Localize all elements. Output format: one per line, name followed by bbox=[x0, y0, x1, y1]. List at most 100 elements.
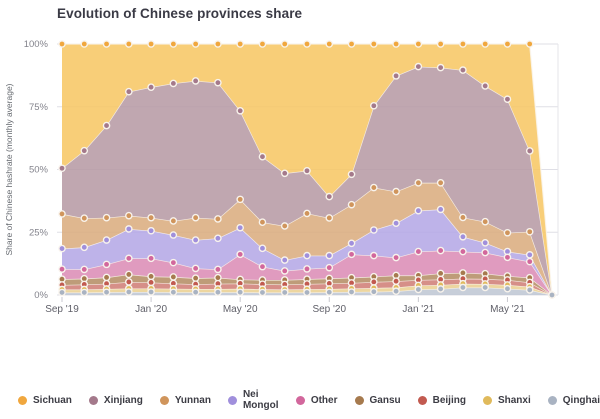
data-point-marker bbox=[392, 187, 400, 196]
data-point-marker bbox=[125, 270, 133, 279]
data-point-marker bbox=[481, 248, 489, 257]
data-point-marker bbox=[147, 288, 155, 296]
legend-label: Sichuan bbox=[33, 394, 72, 406]
chart-title: Evolution of Chinese provinces share bbox=[57, 6, 303, 21]
x-tick-label: Sep '20 bbox=[312, 304, 346, 315]
legend-swatch-icon bbox=[482, 395, 492, 405]
data-point-marker bbox=[147, 226, 155, 235]
series-markers-nei-mongol[interactable] bbox=[58, 205, 556, 299]
data-point-marker bbox=[102, 121, 111, 130]
data-point-marker bbox=[236, 223, 244, 232]
data-point-marker bbox=[325, 40, 334, 48]
legend-item-nei-mongol[interactable]: Nei Mongol bbox=[227, 389, 279, 411]
data-point-marker bbox=[102, 260, 111, 269]
y-tick-label: 75% bbox=[29, 102, 49, 113]
x-tick-label: May '20 bbox=[223, 304, 258, 315]
data-point-marker bbox=[436, 40, 445, 48]
data-point-marker bbox=[191, 236, 200, 244]
series-area-other[interactable] bbox=[62, 250, 552, 295]
data-point-marker bbox=[347, 250, 356, 259]
series-area-xinjiang[interactable] bbox=[62, 66, 552, 295]
legend-item-beijing[interactable]: Beijing bbox=[417, 395, 466, 406]
data-point-marker bbox=[392, 40, 400, 48]
data-point-marker bbox=[280, 288, 289, 297]
stacked-area-chart[interactable]: 0% 25% 50% 75% 100% Share of Chinese hashrate… bbox=[0, 0, 600, 380]
data-point-marker bbox=[414, 40, 423, 48]
data-point-marker bbox=[236, 250, 244, 259]
data-point-marker bbox=[191, 77, 200, 85]
legend-item-qinghai[interactable]: Qinghai bbox=[547, 395, 600, 406]
data-point-marker bbox=[214, 234, 222, 243]
data-point-marker bbox=[125, 288, 133, 296]
data-point-marker bbox=[280, 40, 289, 48]
legend-label: Xinjiang bbox=[103, 394, 143, 406]
data-point-marker bbox=[214, 265, 222, 274]
data-point-marker bbox=[347, 288, 356, 296]
data-point-marker bbox=[459, 40, 467, 48]
data-point-marker bbox=[102, 236, 111, 244]
data-point-marker bbox=[481, 82, 489, 90]
data-point-marker bbox=[347, 200, 356, 209]
legend-item-other[interactable]: Other bbox=[295, 394, 338, 406]
data-point-marker bbox=[214, 40, 222, 48]
legend-item-yunnan[interactable]: Yunnan bbox=[159, 395, 211, 406]
data-point-marker bbox=[303, 288, 311, 297]
data-point-marker bbox=[214, 78, 222, 87]
data-point-marker bbox=[169, 273, 178, 281]
data-point-marker bbox=[102, 273, 111, 282]
data-point-marker bbox=[80, 40, 89, 48]
data-point-marker bbox=[325, 192, 334, 201]
data-point-marker bbox=[214, 288, 222, 297]
data-point-marker bbox=[414, 247, 423, 256]
legend-item-sichuan[interactable]: Sichuan bbox=[18, 395, 72, 406]
data-point-marker bbox=[392, 287, 400, 296]
x-tick-label: Jan '21 bbox=[402, 304, 434, 315]
data-point-marker bbox=[325, 263, 334, 272]
y-tick-label: 100% bbox=[24, 39, 49, 50]
data-point-marker bbox=[80, 146, 89, 155]
data-point-marker bbox=[370, 226, 378, 234]
series-markers-other[interactable] bbox=[58, 246, 556, 299]
legend-swatch-icon bbox=[159, 395, 169, 405]
series-markers-xinjiang[interactable] bbox=[58, 62, 556, 299]
y-tick-label: 50% bbox=[29, 165, 49, 176]
legend-swatch-icon bbox=[18, 395, 27, 405]
data-point-marker bbox=[525, 257, 534, 266]
series-markers-yunnan[interactable] bbox=[58, 179, 556, 299]
x-tick-label: May '21 bbox=[490, 304, 525, 315]
legend-item-shanxi[interactable]: Shanxi bbox=[482, 394, 531, 406]
data-point-marker bbox=[370, 287, 378, 296]
data-point-marker bbox=[147, 40, 155, 48]
data-point-marker bbox=[436, 179, 445, 187]
data-point-marker bbox=[392, 277, 400, 285]
series-area-nei-mongol[interactable] bbox=[62, 209, 552, 295]
data-point-marker bbox=[258, 40, 267, 48]
data-point-marker bbox=[503, 284, 512, 293]
series-markers-qinghai[interactable] bbox=[58, 283, 556, 299]
legend-label: Other bbox=[310, 394, 338, 406]
legend-item-gansu[interactable]: Gansu bbox=[354, 395, 401, 406]
data-point-marker bbox=[436, 246, 445, 255]
data-point-marker bbox=[436, 205, 445, 214]
y-axis-label: Share of Chinese hashrate (monthly avera… bbox=[4, 83, 14, 255]
data-point-marker bbox=[325, 251, 334, 260]
legend-label: Shanxi bbox=[497, 394, 531, 406]
series-markers-sichuan[interactable] bbox=[58, 40, 556, 299]
data-point-marker bbox=[102, 213, 111, 222]
legend-swatch-icon bbox=[227, 395, 237, 405]
data-point-marker bbox=[525, 227, 534, 236]
data-point-marker bbox=[436, 269, 445, 278]
data-point-marker bbox=[191, 213, 200, 222]
data-point-marker bbox=[481, 238, 489, 247]
data-point-marker bbox=[436, 63, 445, 72]
series-area-yunnan[interactable] bbox=[62, 182, 552, 295]
data-point-marker bbox=[80, 243, 89, 252]
data-point-marker bbox=[481, 283, 489, 292]
legend-item-xinjiang[interactable]: Xinjiang bbox=[88, 394, 143, 406]
data-point-marker bbox=[459, 247, 467, 256]
data-point-marker bbox=[525, 251, 534, 259]
data-point-marker bbox=[258, 152, 267, 161]
data-point-marker bbox=[303, 251, 311, 260]
data-point-marker bbox=[459, 232, 467, 241]
legend-swatch-icon bbox=[295, 395, 305, 405]
